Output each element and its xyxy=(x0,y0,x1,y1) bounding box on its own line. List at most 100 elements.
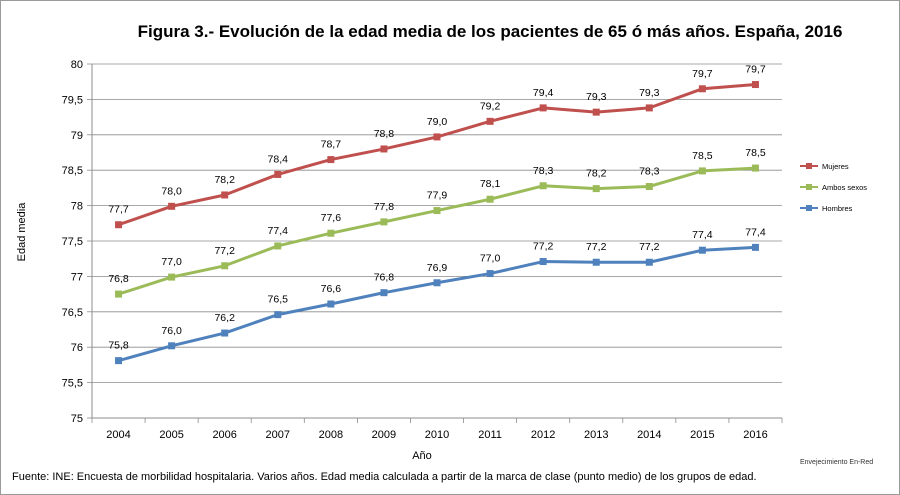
y-tick-label: 76,5 xyxy=(62,307,83,319)
data-point xyxy=(751,81,759,89)
x-tick-label: 2011 xyxy=(478,429,502,441)
data-point xyxy=(698,167,706,175)
data-point xyxy=(115,221,123,229)
legend-label: Ambos sexos xyxy=(822,183,867,192)
data-label: 78,0 xyxy=(161,185,182,197)
data-label: 78,1 xyxy=(480,178,501,190)
data-point xyxy=(115,357,123,365)
data-point xyxy=(698,246,706,254)
data-label: 77,4 xyxy=(692,229,713,241)
data-label: 77,2 xyxy=(639,241,660,253)
data-label: 77,9 xyxy=(427,190,448,202)
data-label: 79,3 xyxy=(586,91,607,103)
data-point xyxy=(592,185,600,193)
data-label: 78,3 xyxy=(533,165,554,177)
data-point xyxy=(380,289,388,297)
y-tick-label: 75 xyxy=(71,413,83,425)
data-point xyxy=(592,258,600,266)
data-label: 76,9 xyxy=(427,262,448,274)
data-label: 77,6 xyxy=(321,212,342,224)
data-point xyxy=(274,170,282,178)
data-label: 78,3 xyxy=(639,165,660,177)
data-label: 79,3 xyxy=(639,87,660,99)
x-tick-label: 2012 xyxy=(531,429,555,441)
data-point xyxy=(486,270,494,278)
y-tick-label: 80 xyxy=(71,59,83,71)
credit-text: Envejecimiento En-Red xyxy=(800,459,874,466)
x-tick-label: 2006 xyxy=(212,429,236,441)
data-label: 77,2 xyxy=(533,241,554,253)
x-axis-label: Año xyxy=(412,450,432,462)
data-label: 77,0 xyxy=(480,253,501,265)
data-point xyxy=(274,242,282,250)
legend-marker xyxy=(806,184,812,190)
data-point xyxy=(433,207,441,215)
data-label: 75,8 xyxy=(108,340,129,352)
x-tick-label: 2014 xyxy=(637,429,661,441)
data-point xyxy=(486,195,494,203)
data-point xyxy=(221,329,229,337)
data-point xyxy=(327,229,335,237)
legend-label: Hombres xyxy=(822,204,853,213)
legend-marker xyxy=(806,163,812,169)
x-tick-label: 2013 xyxy=(584,429,608,441)
x-tick-label: 2010 xyxy=(425,429,449,441)
data-label: 79,7 xyxy=(745,64,766,76)
data-label: 77,8 xyxy=(374,201,395,213)
data-label: 79,0 xyxy=(427,116,448,128)
data-label: 76,2 xyxy=(214,312,235,324)
x-tick-label: 2005 xyxy=(159,429,183,441)
y-tick-label: 76 xyxy=(71,342,83,354)
data-point xyxy=(751,164,759,172)
chart-title: Figura 3.- Evolución de la edad media de… xyxy=(137,22,843,41)
data-label: 79,2 xyxy=(480,100,501,112)
x-tick-label: 2009 xyxy=(372,429,396,441)
data-point xyxy=(592,108,600,116)
data-point xyxy=(221,262,229,270)
data-label: 79,7 xyxy=(692,68,713,80)
y-tick-label: 77,5 xyxy=(62,236,83,248)
data-point xyxy=(168,202,176,210)
data-point xyxy=(274,311,282,319)
data-label: 78,8 xyxy=(374,128,395,140)
data-label: 76,6 xyxy=(321,283,342,295)
y-tick-label: 79,5 xyxy=(62,94,83,106)
y-tick-label: 78,5 xyxy=(62,165,83,177)
data-label: 76,0 xyxy=(161,325,182,337)
data-point xyxy=(168,342,176,350)
x-tick-label: 2016 xyxy=(743,429,767,441)
data-label: 76,8 xyxy=(108,273,129,285)
data-point xyxy=(168,273,176,281)
data-label: 78,2 xyxy=(586,168,607,180)
y-tick-label: 78 xyxy=(71,201,83,213)
data-point xyxy=(433,133,441,141)
data-point xyxy=(645,182,653,190)
data-label: 78,7 xyxy=(321,139,342,151)
data-label: 78,5 xyxy=(745,147,766,159)
data-label: 77,0 xyxy=(161,256,182,268)
x-tick-label: 2004 xyxy=(106,429,130,441)
data-label: 77,4 xyxy=(745,226,766,238)
data-label: 77,4 xyxy=(268,225,289,237)
data-point xyxy=(698,85,706,93)
data-point xyxy=(645,104,653,112)
data-label: 76,5 xyxy=(268,294,289,306)
data-label: 79,4 xyxy=(533,87,554,99)
data-point xyxy=(539,104,547,112)
data-label: 77,7 xyxy=(108,204,129,216)
data-label: 77,2 xyxy=(214,245,235,257)
legend-marker xyxy=(806,205,812,211)
source-note: Fuente: INE: Encuesta de morbilidad hosp… xyxy=(12,471,757,483)
data-point xyxy=(645,258,653,266)
y-tick-label: 77 xyxy=(71,271,83,283)
series-line-ambos-sexos xyxy=(118,166,756,296)
x-tick-label: 2008 xyxy=(319,429,343,441)
legend-label: Mujeres xyxy=(822,162,849,171)
series-line-mujeres xyxy=(118,83,756,227)
data-point xyxy=(221,191,229,199)
data-label: 77,2 xyxy=(586,241,607,253)
data-point xyxy=(539,258,547,266)
data-point xyxy=(380,145,388,153)
data-point xyxy=(327,156,335,164)
data-point xyxy=(751,243,759,251)
